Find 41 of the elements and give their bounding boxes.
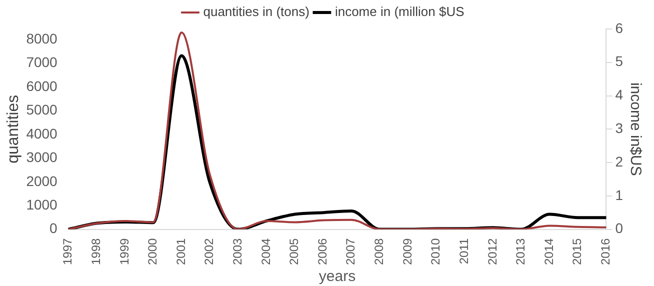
x-tick-label: 2002	[202, 238, 216, 266]
y2-tick-label: 4	[615, 86, 624, 103]
x-tick-label: 2014	[542, 238, 556, 266]
x-tick-label: 2016	[598, 238, 613, 266]
x-tick-label: 2001	[174, 238, 188, 266]
x-tick-label: 2009	[400, 238, 414, 266]
y2-axis-title: income in$US	[626, 82, 644, 176]
x-tick-label: 1997	[60, 238, 75, 266]
x-tick-label: 2015	[570, 238, 584, 266]
x-tick-label: 2007	[344, 238, 358, 266]
y-tick-label: 6000	[26, 78, 58, 94]
y-tick-label: 0	[50, 220, 58, 236]
y-tick-label: 8000	[26, 30, 58, 47]
y2-tick-label: 5	[615, 53, 624, 70]
x-axis-title: years	[318, 268, 356, 286]
x-tick-label: 2000	[146, 238, 160, 266]
y2-tick-label: 2	[615, 153, 624, 170]
x-tick-label: 1999	[117, 238, 132, 266]
legend-label: quantities in (tons)	[203, 4, 310, 20]
x-tick-label: 2005	[287, 238, 302, 266]
y2-tick-label: 0	[615, 220, 624, 236]
x-tick-label: 2008	[372, 238, 386, 266]
y-tick-label: 5000	[26, 102, 58, 118]
y2-tick-label: 6	[615, 20, 624, 36]
x-tick-label: 2003	[230, 238, 245, 266]
x-tick-label: 2004	[258, 238, 273, 266]
x-tick-label: 2010	[428, 238, 443, 266]
y-tick-label: 3000	[26, 149, 58, 166]
x-tick-label: 2013	[514, 238, 528, 266]
legend-label: income in (million $US	[334, 4, 465, 20]
x-tick-label: 2011	[456, 238, 471, 264]
x-tick-label: 2012	[485, 238, 500, 266]
y2-tick-label: 3	[615, 120, 624, 136]
y-tick-label: 7000	[26, 54, 58, 70]
y-tick-label: 1000	[26, 196, 58, 212]
x-tick-label: 2006	[315, 238, 330, 266]
y2-tick-label: 1	[615, 186, 624, 203]
y-tick-label: 4000	[26, 125, 58, 142]
y-tick-label: 2000	[26, 172, 58, 189]
y-axis-title: quantities	[5, 94, 22, 164]
x-tick-label: 1998	[88, 238, 103, 266]
